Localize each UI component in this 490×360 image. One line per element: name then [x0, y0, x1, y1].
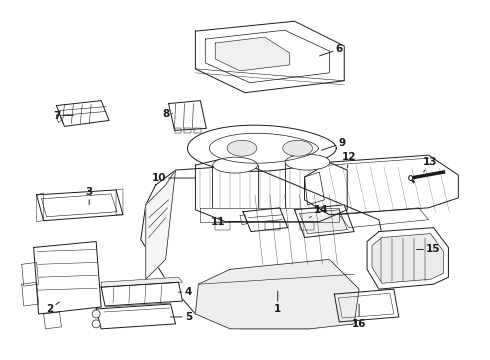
Polygon shape — [196, 21, 344, 93]
Text: 9: 9 — [321, 138, 346, 150]
Text: 16: 16 — [352, 304, 367, 329]
Polygon shape — [209, 133, 318, 163]
Text: 2: 2 — [46, 302, 59, 314]
Polygon shape — [22, 282, 39, 306]
Polygon shape — [96, 304, 175, 329]
Text: 4: 4 — [178, 287, 192, 297]
Polygon shape — [215, 222, 230, 230]
Polygon shape — [305, 155, 458, 215]
Text: 10: 10 — [151, 173, 196, 183]
Ellipse shape — [92, 320, 100, 328]
Polygon shape — [265, 222, 280, 230]
Text: 1: 1 — [274, 291, 281, 314]
Polygon shape — [101, 282, 182, 306]
Polygon shape — [56, 113, 61, 122]
Polygon shape — [169, 100, 206, 130]
Polygon shape — [205, 30, 329, 83]
Polygon shape — [367, 228, 448, 289]
Polygon shape — [195, 129, 201, 133]
Polygon shape — [188, 125, 336, 171]
Polygon shape — [299, 210, 347, 234]
Polygon shape — [339, 208, 429, 228]
Polygon shape — [240, 215, 247, 225]
Polygon shape — [42, 194, 117, 217]
Polygon shape — [44, 312, 61, 329]
Polygon shape — [141, 165, 389, 329]
Polygon shape — [196, 260, 359, 329]
Text: 6: 6 — [319, 44, 343, 56]
Polygon shape — [196, 158, 347, 222]
Polygon shape — [22, 262, 39, 286]
Text: 3: 3 — [86, 187, 93, 205]
Polygon shape — [334, 289, 399, 322]
Text: 7: 7 — [53, 111, 74, 121]
Ellipse shape — [409, 176, 413, 180]
Polygon shape — [338, 293, 394, 318]
Text: 15: 15 — [416, 244, 441, 255]
Polygon shape — [305, 172, 324, 205]
Polygon shape — [372, 234, 443, 283]
Text: 13: 13 — [423, 157, 438, 172]
Polygon shape — [184, 129, 192, 133]
Polygon shape — [37, 190, 123, 221]
Ellipse shape — [285, 154, 330, 170]
Polygon shape — [299, 222, 315, 230]
Polygon shape — [37, 193, 44, 222]
Polygon shape — [294, 205, 354, 238]
Text: 11: 11 — [211, 217, 240, 227]
Text: 5: 5 — [171, 312, 192, 322]
Polygon shape — [56, 100, 109, 126]
Polygon shape — [116, 189, 123, 215]
Ellipse shape — [92, 310, 100, 318]
Ellipse shape — [213, 157, 257, 173]
Text: 12: 12 — [342, 152, 356, 168]
Polygon shape — [243, 208, 288, 231]
Polygon shape — [101, 277, 182, 287]
Text: 8: 8 — [162, 108, 172, 118]
Text: 14: 14 — [310, 205, 329, 218]
Polygon shape — [174, 129, 181, 133]
Polygon shape — [34, 242, 101, 314]
Polygon shape — [200, 208, 339, 222]
Ellipse shape — [227, 140, 257, 156]
Polygon shape — [146, 170, 175, 279]
Polygon shape — [215, 37, 290, 71]
Ellipse shape — [283, 140, 313, 156]
